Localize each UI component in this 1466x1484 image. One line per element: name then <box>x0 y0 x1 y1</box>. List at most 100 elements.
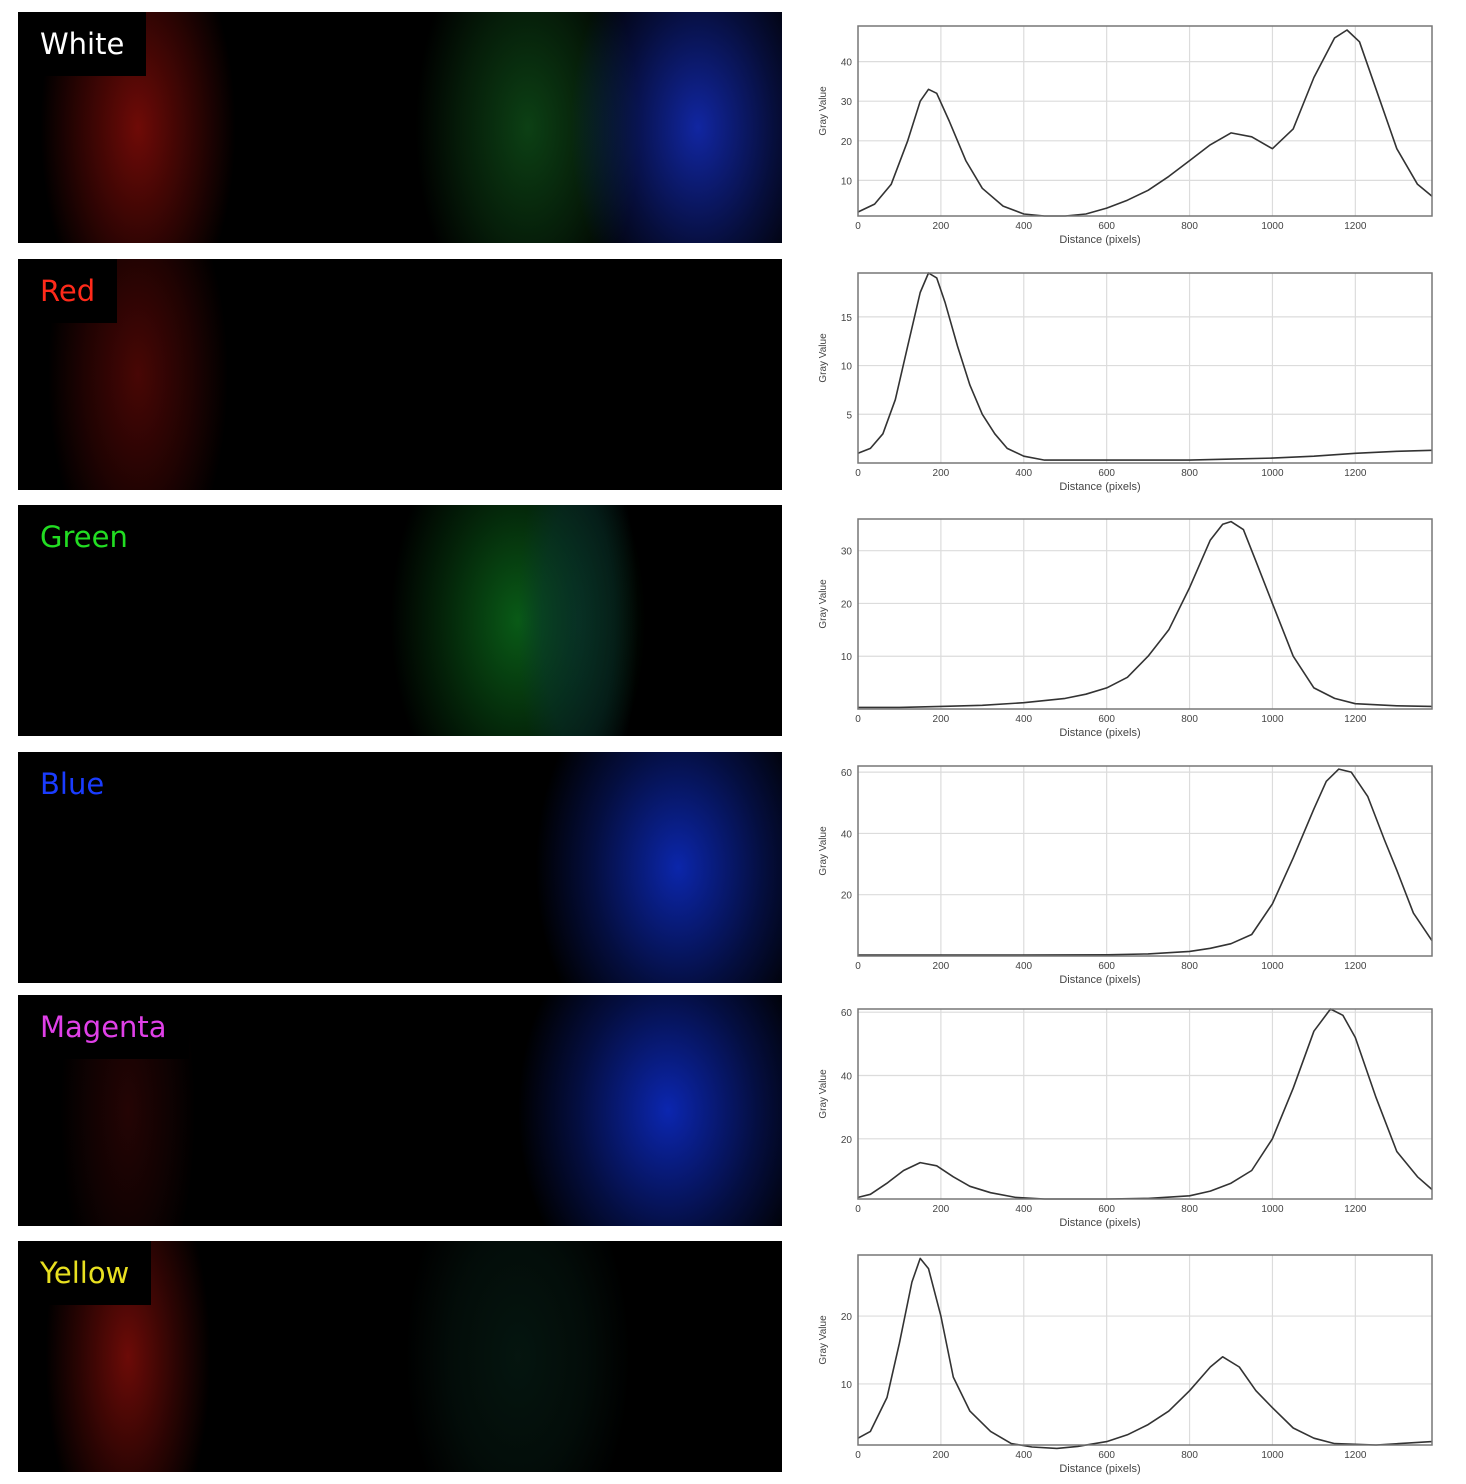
x-tick-label: 1200 <box>1344 714 1367 725</box>
x-tick-label: 800 <box>1181 714 1198 725</box>
spectrum-image-green: Green <box>18 505 782 736</box>
x-tick-label: 1000 <box>1261 714 1284 725</box>
x-tick-label: 200 <box>933 468 950 479</box>
spectrum-image-magenta: Magenta <box>18 995 782 1226</box>
y-tick-label: 60 <box>841 768 853 779</box>
y-tick-label: 20 <box>841 137 853 148</box>
x-tick-label: 0 <box>855 1204 861 1215</box>
spectrum-label: White <box>18 12 147 76</box>
x-axis-label: Distance (pixels) <box>1059 974 1140 986</box>
gray-value-plot-magenta: 0 200 400 600 800 1000 1200 20 40 60 Distance (pix… <box>812 997 1442 1237</box>
x-tick-label: 800 <box>1181 468 1198 479</box>
x-tick-label: 1000 <box>1261 468 1284 479</box>
y-tick-label: 10 <box>841 652 853 663</box>
spectral-band <box>368 1241 668 1472</box>
spectrum-image-yellow: Yellow <box>18 1241 782 1472</box>
x-axis-label: Distance (pixels) <box>1059 1463 1140 1475</box>
spectral-band <box>498 505 658 736</box>
profile-line <box>857 272 1433 461</box>
x-tick-label: 600 <box>1098 468 1115 479</box>
x-tick-label: 200 <box>933 1204 950 1215</box>
gray-value-plot-yellow: 0 200 400 600 800 1000 1200 10 20 Distance (pixel… <box>812 1243 1442 1483</box>
x-tick-label: 1000 <box>1261 1450 1284 1461</box>
y-tick-label: 30 <box>841 97 853 108</box>
spectrum-label-text: Magenta <box>40 1010 167 1044</box>
x-tick-label: 0 <box>855 221 861 232</box>
x-axis-label: Distance (pixels) <box>1059 234 1140 246</box>
y-tick-label: 30 <box>841 547 853 558</box>
y-tick-label: 40 <box>841 1072 853 1083</box>
x-tick-label: 200 <box>933 221 950 232</box>
spectrum-label-text: Red <box>40 274 96 308</box>
profile-line <box>858 768 1433 956</box>
x-tick-label: 400 <box>1015 221 1032 232</box>
x-tick-label: 1200 <box>1344 468 1367 479</box>
x-tick-label: 400 <box>1015 468 1032 479</box>
y-axis-label: Gray Value <box>818 579 829 629</box>
y-axis-label: Gray Value <box>818 333 829 383</box>
spectrum-label-text: Green <box>40 520 128 554</box>
y-tick-label: 10 <box>841 362 853 373</box>
spectrum-label: Yellow <box>18 1241 152 1305</box>
spectrum-label: Green <box>18 505 150 569</box>
x-tick-label: 0 <box>855 468 861 479</box>
x-axis-label: Distance (pixels) <box>1059 1217 1140 1229</box>
spectrum-label-text: White <box>40 27 125 61</box>
spectrum-image-white: White <box>18 12 782 243</box>
x-tick-label: 400 <box>1015 961 1032 972</box>
gray-value-plot-green: 0 200 400 600 800 1000 1200 10 20 30 Distance (pix… <box>812 507 1442 747</box>
x-axis-label: Distance (pixels) <box>1059 481 1140 493</box>
x-tick-label: 1200 <box>1344 961 1367 972</box>
spectrum-label-text: Blue <box>40 767 105 801</box>
y-tick-label: 5 <box>846 410 852 421</box>
y-tick-label: 20 <box>841 1135 853 1146</box>
x-tick-label: 600 <box>1098 221 1115 232</box>
y-tick-label: 20 <box>841 1312 853 1323</box>
y-axis-label: Gray Value <box>818 1315 829 1365</box>
spectrum-label: Blue <box>18 752 127 816</box>
x-tick-label: 0 <box>855 1450 861 1461</box>
y-tick-label: 20 <box>841 891 853 902</box>
spectrum-label: Magenta <box>18 995 189 1059</box>
spectrum-label-text: Yellow <box>40 1256 130 1290</box>
spectrum-image-red: Red <box>18 259 782 490</box>
y-axis-label: Gray Value <box>818 86 829 136</box>
profile-line <box>857 1257 1433 1450</box>
x-tick-label: 1200 <box>1344 221 1367 232</box>
x-tick-label: 800 <box>1181 1450 1198 1461</box>
y-tick-label: 40 <box>841 829 853 840</box>
y-tick-label: 15 <box>841 313 853 324</box>
x-tick-label: 800 <box>1181 1204 1198 1215</box>
x-tick-label: 200 <box>933 961 950 972</box>
x-tick-label: 1000 <box>1261 961 1284 972</box>
x-tick-label: 600 <box>1098 961 1115 972</box>
y-tick-label: 20 <box>841 599 853 610</box>
x-tick-label: 1200 <box>1344 1204 1367 1215</box>
gray-value-plot-blue: 0 200 400 600 800 1000 1200 20 40 60 Distance (pix… <box>812 754 1442 994</box>
x-tick-label: 400 <box>1015 1204 1032 1215</box>
x-tick-label: 1000 <box>1261 1204 1284 1215</box>
profile-line <box>858 520 1433 709</box>
spectrum-image-blue: Blue <box>18 752 782 983</box>
x-tick-label: 1200 <box>1344 1450 1367 1461</box>
x-tick-label: 600 <box>1098 714 1115 725</box>
gray-value-plot-red: 0 200 400 600 800 1000 1200 5 10 15 Distance (pixe… <box>812 261 1442 501</box>
gray-value-plot-white: 0 200 400 600 800 1000 1200 10 20 30 40 Distance (p… <box>812 14 1442 254</box>
x-tick-label: 200 <box>933 1450 950 1461</box>
x-tick-label: 400 <box>1015 714 1032 725</box>
x-tick-label: 800 <box>1181 961 1198 972</box>
y-tick-label: 10 <box>841 176 853 187</box>
x-tick-label: 0 <box>855 714 861 725</box>
profile-line <box>857 1008 1433 1200</box>
y-tick-label: 10 <box>841 1380 853 1391</box>
y-tick-label: 40 <box>841 58 853 69</box>
x-tick-label: 1000 <box>1261 221 1284 232</box>
spectral-band <box>528 12 782 243</box>
y-axis-label: Gray Value <box>818 826 829 876</box>
x-tick-label: 600 <box>1098 1204 1115 1215</box>
spectral-band <box>468 995 782 1226</box>
profile-line <box>857 29 1433 217</box>
x-tick-label: 200 <box>933 714 950 725</box>
spectral-band <box>488 752 782 983</box>
y-axis-label: Gray Value <box>818 1069 829 1119</box>
